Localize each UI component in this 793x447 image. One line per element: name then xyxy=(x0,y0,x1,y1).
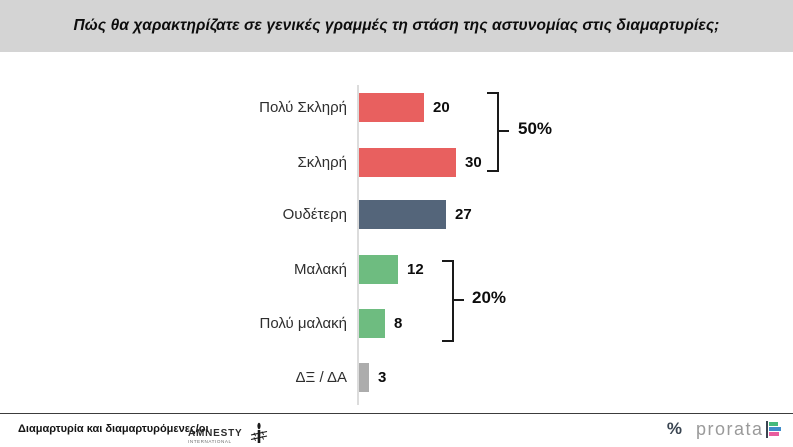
bar xyxy=(359,309,385,338)
category-label: Πολύ Σκληρή xyxy=(259,99,347,116)
prorata-barchart-icon xyxy=(765,420,781,438)
bracket-20-label: 20% xyxy=(472,288,507,307)
amnesty-wordmark: AMNESTY INTERNATIONAL xyxy=(188,427,243,445)
bracket-50-label: 50% xyxy=(518,119,553,138)
amnesty-candle-icon xyxy=(249,422,268,447)
amnesty-subname: INTERNATIONAL xyxy=(188,438,232,444)
bracket-50-mid-tick xyxy=(499,130,509,132)
bar-value-label: 20 xyxy=(433,99,450,116)
bracket-20-bottom-tick xyxy=(442,340,453,342)
bar xyxy=(359,93,424,122)
category-label: ΔΞ / ΔΑ xyxy=(295,369,347,386)
bar-value-label: 12 xyxy=(407,261,424,278)
bar-value-label: 30 xyxy=(465,154,482,171)
bar xyxy=(359,148,456,177)
category-label: Ουδέτερη xyxy=(282,206,347,223)
bracket-50-top-tick xyxy=(487,92,498,94)
bar xyxy=(359,363,369,392)
bracket-20-mid-tick xyxy=(454,299,464,301)
category-label: Σκληρή xyxy=(297,154,348,171)
footer-divider xyxy=(0,413,793,414)
bar-value-label: 8 xyxy=(394,315,403,332)
bracket-50-vline xyxy=(497,92,499,172)
y-axis-line xyxy=(357,85,359,405)
category-label: Μαλακή xyxy=(294,261,347,278)
title-banner: Πώς θα χαρακτηρίζατε σε γενικές γραμμές … xyxy=(0,0,793,52)
prorata-wordmark: prorata xyxy=(695,419,764,439)
amnesty-name: AMNESTY xyxy=(188,427,243,439)
bar-value-label: 3 xyxy=(378,369,387,386)
bar-value-label: 27 xyxy=(455,206,472,223)
prorata-percent-icon: % xyxy=(666,419,682,438)
bar xyxy=(359,255,398,284)
chart-title: Πώς θα χαρακτηρίζατε σε γενικές γραμμές … xyxy=(73,17,720,34)
footer-source-label: Διαμαρτυρία και διαμαρτυρόμενες/οι xyxy=(18,423,209,435)
bar xyxy=(359,200,446,229)
bracket-50-bottom-tick xyxy=(487,170,498,172)
category-label: Πολύ μαλακή xyxy=(259,315,347,332)
bracket-20-vline xyxy=(452,260,454,342)
prorata-logo: % prorata xyxy=(667,419,781,439)
amnesty-logo: AMNESTY INTERNATIONAL xyxy=(188,422,268,447)
bracket-20-top-tick xyxy=(442,260,453,262)
